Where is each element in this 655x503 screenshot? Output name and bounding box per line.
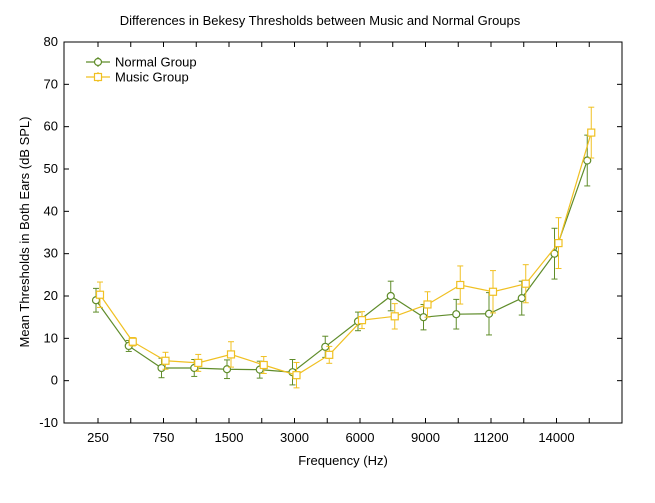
y-tick-label: 30: [44, 246, 58, 261]
data-point: [226, 350, 236, 359]
x-tick-label: 3000: [280, 430, 309, 445]
y-tick-label: 40: [44, 203, 58, 218]
plot-frame: [63, 41, 623, 424]
data-point: [554, 238, 563, 248]
x-tick-label: 750: [153, 430, 175, 445]
data-point: [259, 360, 268, 370]
x-tick-label: 6000: [346, 430, 375, 445]
x-tick-label: 14000: [538, 430, 574, 445]
data-point: [128, 337, 137, 346]
data-point: [292, 371, 301, 380]
data-point: [423, 300, 432, 309]
x-axis-ticks: 250 750 1500 3000 6000 9000 11200 14000: [87, 42, 590, 445]
series-layer: [91, 106, 596, 389]
x-tick-label: 9000: [411, 430, 440, 445]
data-point: [517, 294, 526, 303]
series-line: [99, 132, 592, 376]
y-tick-label: -10: [39, 415, 58, 430]
legend-label: Music Group: [115, 70, 189, 85]
data-point: [161, 356, 170, 365]
y-axis-ticks: -10 0 10 20 30 40 50 60 70 80: [39, 34, 622, 430]
y-tick-label: 20: [44, 288, 58, 303]
x-tick-label: 250: [87, 430, 109, 445]
data-point: [325, 350, 334, 359]
data-point: [157, 363, 166, 373]
data-point: [194, 358, 203, 367]
x-tick-label: 11200: [473, 430, 508, 445]
y-tick-label: 50: [44, 161, 58, 176]
series-line: [95, 160, 588, 373]
data-point: [390, 312, 399, 321]
y-tick-label: 10: [44, 330, 58, 345]
legend-label: Normal Group: [115, 55, 197, 70]
legend-marker: [93, 72, 103, 82]
data-point: [583, 156, 592, 165]
series-normal-group: [91, 134, 592, 386]
y-tick-label: 0: [51, 373, 58, 388]
data-point: [95, 290, 105, 299]
y-tick-label: 60: [44, 119, 58, 134]
legend-marker: [93, 57, 103, 67]
data-point: [484, 309, 494, 318]
chart-title: Differences in Bekesy Thresholds between…: [120, 13, 521, 28]
x-axis-label: Frequency (Hz): [298, 453, 388, 468]
data-point: [386, 291, 395, 301]
y-tick-label: 80: [44, 34, 58, 49]
data-point: [357, 316, 367, 325]
x-tick-label: 1500: [215, 430, 244, 445]
data-point: [587, 128, 596, 137]
data-point: [521, 279, 530, 288]
y-tick-label: 70: [44, 76, 58, 91]
data-point: [488, 287, 498, 296]
y-axis-label: Mean Thresholds in Both Ears (dB SPL): [17, 117, 32, 348]
data-point: [452, 310, 461, 319]
series-music-group: [95, 106, 596, 389]
data-point: [456, 280, 465, 290]
